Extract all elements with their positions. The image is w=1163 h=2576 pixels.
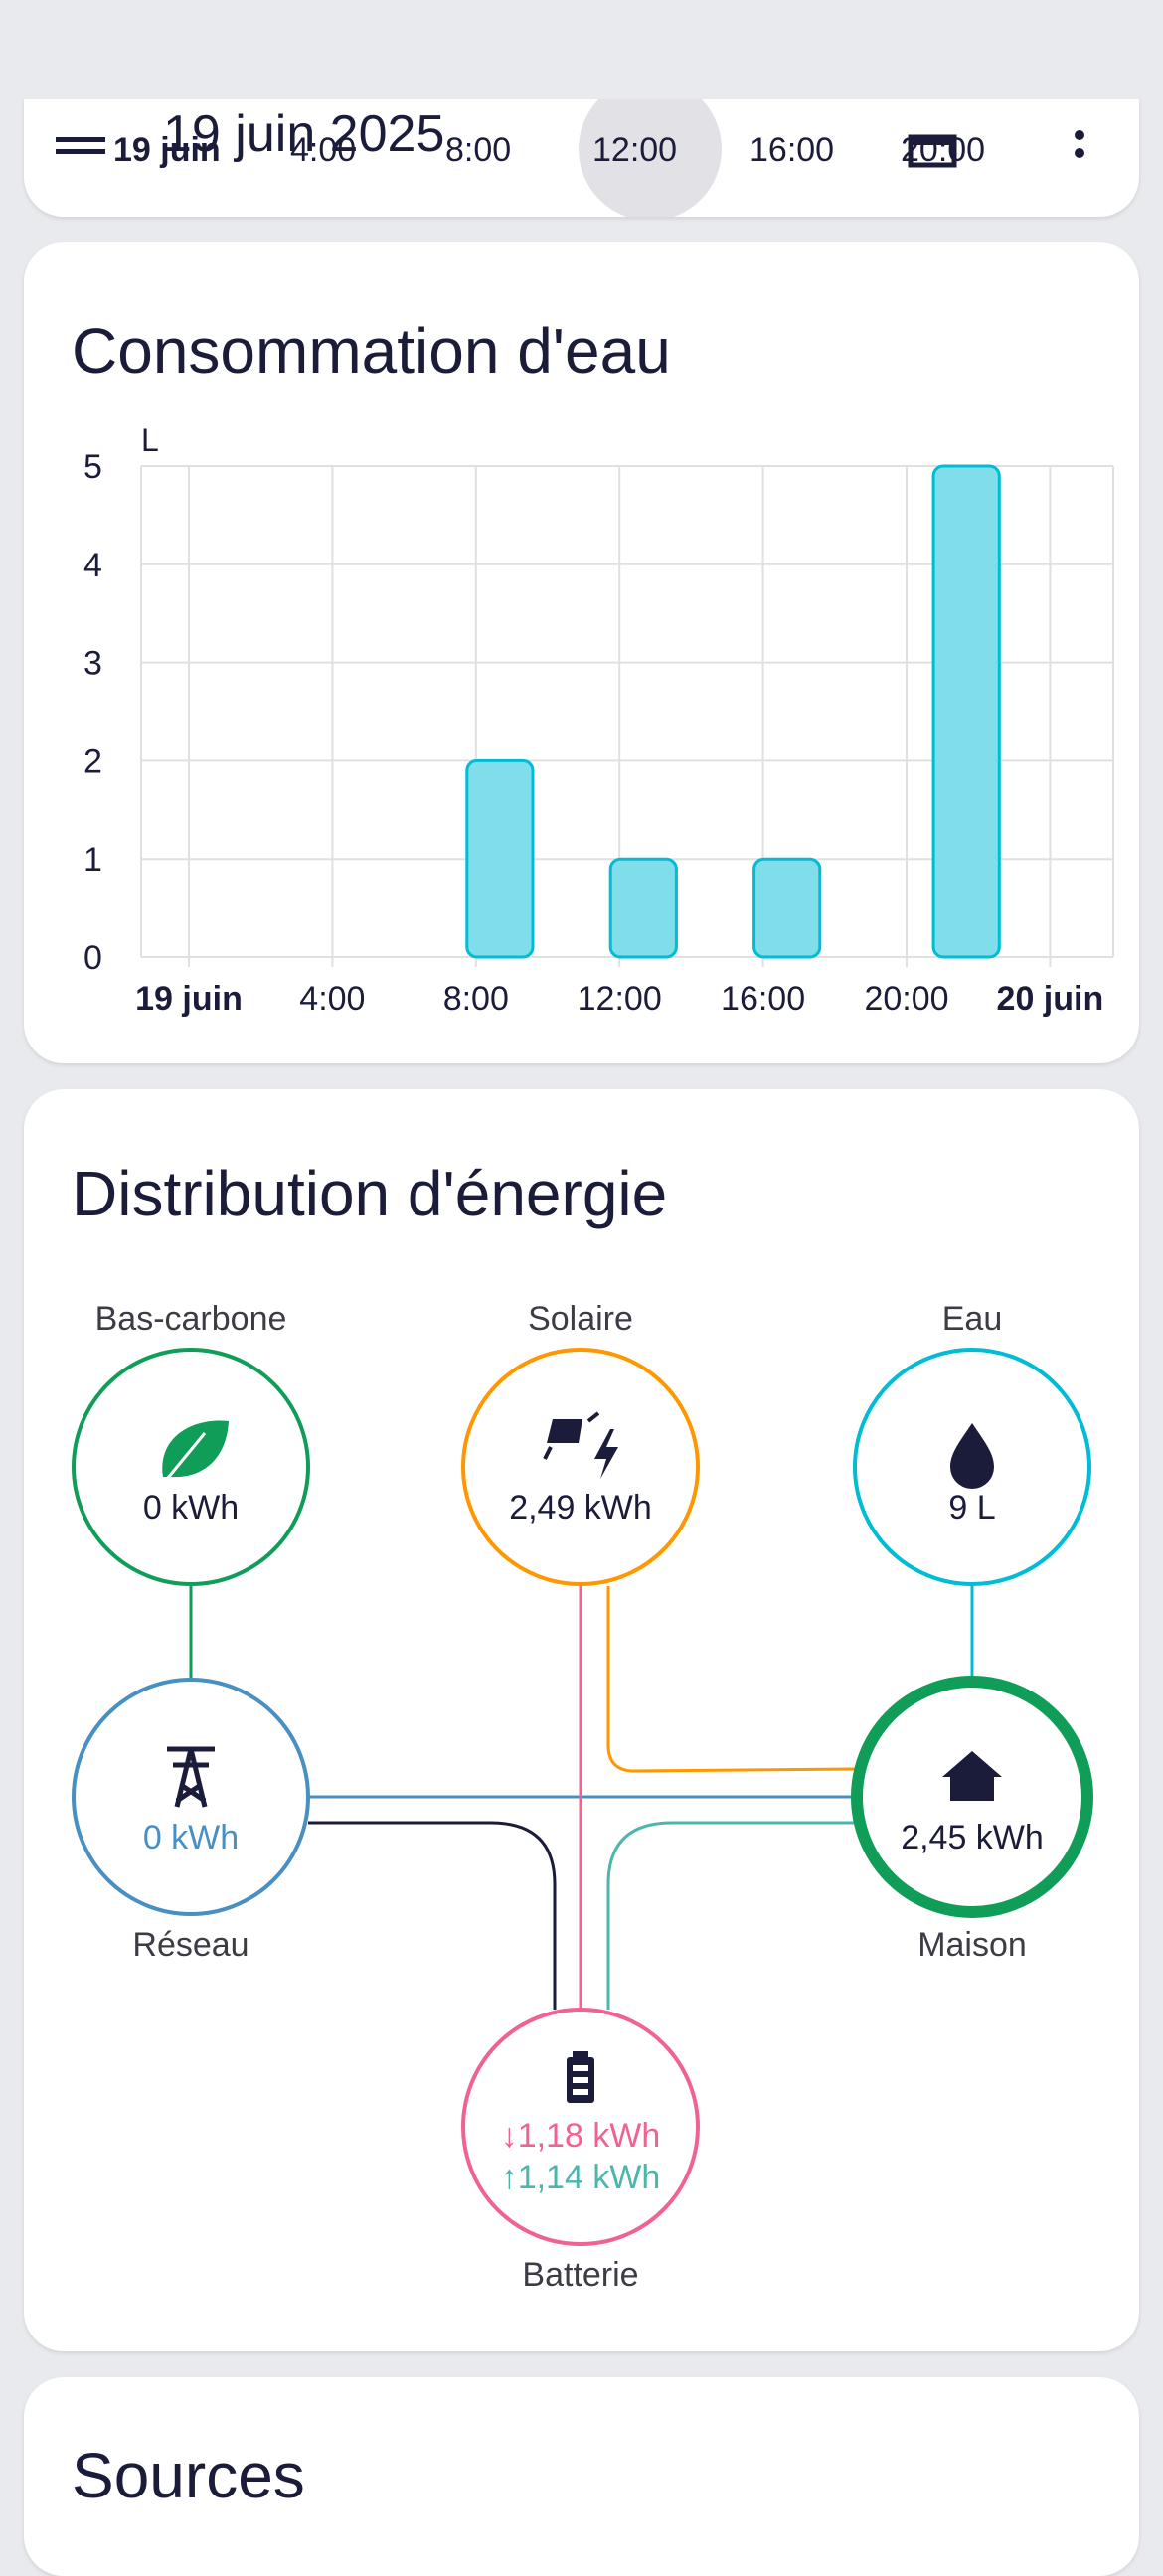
card-title: Sources bbox=[72, 2440, 305, 2511]
tick-label: 4:00 bbox=[290, 131, 356, 169]
grid-node[interactable] bbox=[72, 1678, 310, 1916]
tick-label: 16:00 bbox=[749, 131, 834, 169]
card-title: Distribution d'énergie bbox=[72, 1158, 668, 1229]
flow-battery-home bbox=[606, 1821, 855, 2010]
date-title-behind: 19 juin 2025 bbox=[163, 105, 444, 163]
y-tick-label: 3 bbox=[83, 645, 102, 683]
tick-label: 8:00 bbox=[445, 131, 511, 169]
y-tick-label: 4 bbox=[83, 547, 102, 584]
y-tick-label: 5 bbox=[83, 448, 102, 486]
node-value-grid: 0 kWh bbox=[143, 1819, 239, 1856]
y-axis-label: L bbox=[141, 422, 159, 458]
node-label-water: Eau bbox=[942, 1300, 1003, 1338]
node-value-low-carbon: 0 kWh bbox=[143, 1489, 239, 1527]
energy-date-card: 19 juin 2025 19 juin 4:00 8:00 12:00 16:… bbox=[24, 99, 1139, 217]
solar-power-icon bbox=[543, 1411, 618, 1479]
node-value-battery-in: ↓1,18 kWh bbox=[501, 2117, 661, 2155]
node-label-solar: Solaire bbox=[528, 1300, 633, 1338]
date-selector-bar: 19 juin 2025 19 juin 4:00 8:00 12:00 16:… bbox=[56, 99, 1084, 217]
water-consumption-card: Consommation d'eau 0 1 2 3 4 5 19 juin 4:00 8:00… bbox=[24, 242, 1139, 1063]
x-tick-label: 19 juin bbox=[135, 980, 243, 1018]
x-tick-label: 16:00 bbox=[721, 980, 805, 1018]
chart-bar bbox=[752, 857, 822, 959]
node-label-battery: Batterie bbox=[522, 2256, 638, 2294]
battery-node[interactable] bbox=[461, 2008, 700, 2246]
transmission-tower-icon bbox=[167, 1746, 215, 1808]
node-label-low-carbon: Bas-carbone bbox=[95, 1300, 287, 1338]
ripple-highlight bbox=[579, 99, 722, 217]
node-value-water: 9 L bbox=[948, 1489, 995, 1527]
y-tick-label: 0 bbox=[83, 939, 102, 977]
x-tick-label: 20:00 bbox=[864, 980, 948, 1018]
x-tick-label: 8:00 bbox=[443, 980, 509, 1018]
menu-icon[interactable] bbox=[56, 137, 105, 154]
x-tick-label: 4:00 bbox=[299, 980, 365, 1018]
more-vert-icon[interactable] bbox=[1075, 130, 1084, 158]
chart-bar bbox=[608, 857, 678, 959]
water-bar-chart: 0 1 2 3 4 5 19 juin 4:00 8:00 12:00 16:00 20:00 20 j… bbox=[83, 422, 1114, 1018]
tick-label: 19 juin bbox=[113, 131, 221, 169]
leaf-icon-vein bbox=[157, 1432, 207, 1490]
node-value-battery-out: ↑1,14 kWh bbox=[501, 2159, 661, 2196]
calendar-icon[interactable] bbox=[908, 134, 957, 168]
chart-bar bbox=[465, 758, 535, 959]
y-tick-label: 2 bbox=[83, 742, 102, 780]
card-title: Consommation d'eau bbox=[72, 315, 671, 387]
node-label-home: Maison bbox=[917, 1926, 1027, 1964]
chart-bar bbox=[931, 464, 1001, 959]
node-value-solar: 2,49 kWh bbox=[509, 1489, 652, 1527]
flow-grid-battery bbox=[308, 1821, 557, 2010]
y-tick-label: 1 bbox=[83, 841, 102, 879]
water-drop-icon bbox=[950, 1423, 994, 1489]
node-label-grid: Réseau bbox=[132, 1926, 249, 1964]
node-value-home: 2,45 kWh bbox=[901, 1819, 1044, 1856]
flow-solar-home bbox=[606, 1586, 856, 1773]
energy-flow-diagram: Bas-carbone 0 kWh Solaire 2,49 kWh Eau 9… bbox=[72, 1300, 1093, 2294]
x-tick-label: 12:00 bbox=[578, 980, 662, 1018]
tick-label: 12:00 bbox=[592, 131, 677, 169]
x-tick-label: 20 juin bbox=[997, 980, 1104, 1018]
home-icon bbox=[942, 1751, 1002, 1801]
sources-card: Sources bbox=[24, 2377, 1139, 2576]
energy-distribution-card: Distribution d'énergie Bas-carbone 0 kWh… bbox=[24, 1089, 1139, 2351]
battery-icon bbox=[567, 2051, 594, 2103]
solar-node[interactable] bbox=[461, 1348, 700, 1586]
